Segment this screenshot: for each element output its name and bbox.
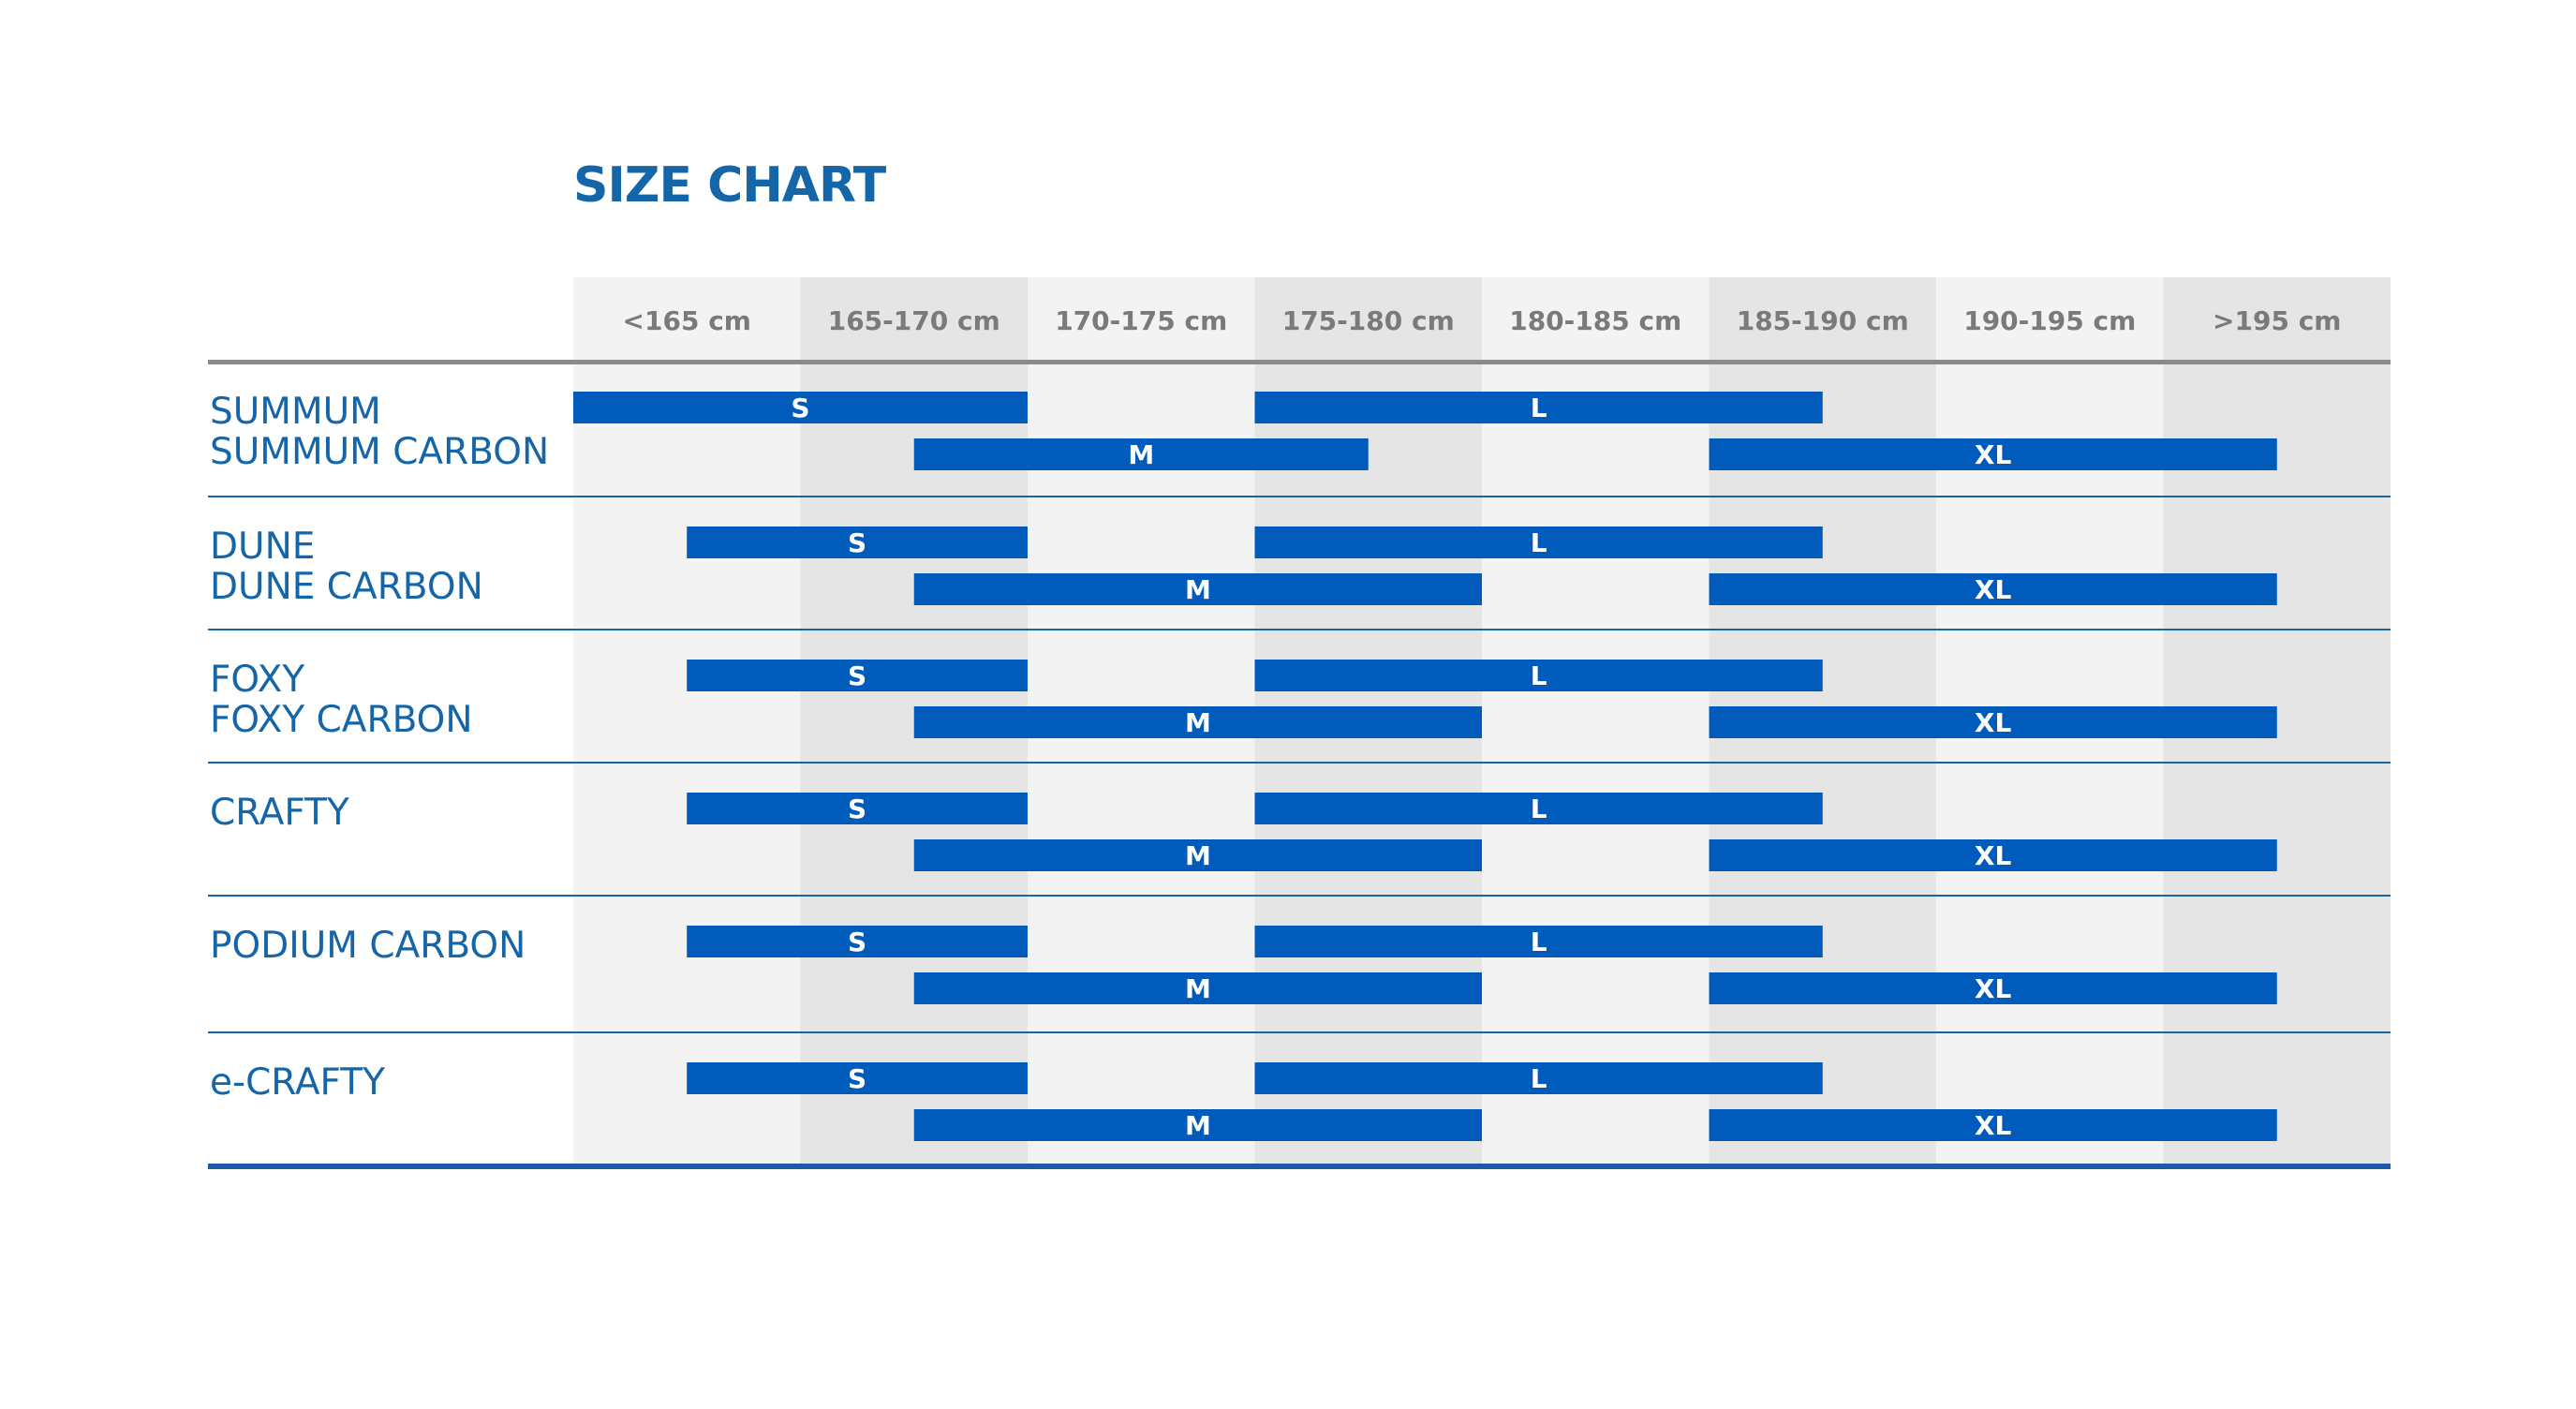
size-bar-label: M	[1185, 973, 1211, 1004]
row-separator	[208, 1031, 2391, 1033]
model-name: e-CRAFTY	[210, 1061, 385, 1104]
model-name: DUNE CARBON	[210, 566, 483, 608]
header-rule	[208, 360, 2391, 364]
column-band	[573, 277, 801, 1166]
column-header: 185-190 cm	[1737, 305, 1909, 336]
column-header: 170-175 cm	[1055, 305, 1227, 336]
column-header: 180-185 cm	[1509, 305, 1681, 336]
size-bar-label: XL	[1975, 1110, 2012, 1141]
size-bar-label: M	[1185, 574, 1211, 605]
size-bar	[1254, 926, 1823, 957]
size-bar-label: XL	[1975, 574, 2012, 605]
chart-title: SIZE CHART	[573, 157, 886, 214]
size-bar	[687, 660, 1028, 691]
size-bar-label: S	[791, 393, 809, 423]
size-bar-label: S	[848, 660, 866, 691]
size-bar	[913, 438, 1369, 470]
size-bar-label: L	[1531, 393, 1547, 423]
model-name: CRAFTY	[210, 792, 349, 834]
size-bar	[1254, 527, 1823, 558]
column-header: 175-180 cm	[1282, 305, 1455, 336]
size-bar	[1709, 839, 2277, 871]
size-bar-label: XL	[1975, 840, 2012, 871]
size-bar-label: L	[1531, 927, 1547, 957]
size-bar	[1254, 1062, 1823, 1094]
size-bar	[913, 573, 1482, 605]
model-name: FOXY CARBON	[210, 699, 473, 741]
row-separator	[208, 895, 2391, 897]
model-name: DUNE	[210, 526, 315, 568]
model-name: PODIUM CARBON	[210, 925, 526, 967]
size-bar	[913, 839, 1482, 871]
size-bar	[1254, 392, 1823, 423]
row-separator	[208, 496, 2391, 497]
size-bar-label: L	[1531, 1063, 1547, 1094]
size-bar	[687, 1062, 1028, 1094]
size-bar-label: L	[1531, 793, 1547, 824]
size-bar-label: M	[1185, 707, 1211, 738]
size-bar	[687, 926, 1028, 957]
size-bar	[1709, 972, 2277, 1004]
size-bar-label: XL	[1975, 439, 2012, 470]
column-header: <165 cm	[623, 305, 751, 336]
size-bar-label: L	[1531, 527, 1547, 558]
bottom-rule	[208, 1164, 2391, 1169]
size-bar	[913, 706, 1482, 738]
size-bar-label: M	[1185, 840, 1211, 871]
size-bar	[1254, 793, 1823, 824]
size-bar	[913, 972, 1482, 1004]
column-header: 190-195 cm	[1963, 305, 2136, 336]
size-bar	[687, 527, 1028, 558]
column-header: >195 cm	[2213, 305, 2341, 336]
size-bar-label: M	[1128, 439, 1154, 470]
size-bar	[913, 1109, 1482, 1141]
size-bar-label: L	[1531, 660, 1547, 691]
size-bar-label: XL	[1975, 973, 2012, 1004]
model-name: FOXY	[210, 659, 304, 701]
size-bar	[1709, 706, 2277, 738]
size-bar	[1709, 438, 2277, 470]
size-bar-label: S	[848, 527, 866, 558]
size-bar	[687, 793, 1028, 824]
size-bar-label: S	[848, 927, 866, 957]
size-bar	[1709, 573, 2277, 605]
size-bar	[1254, 660, 1823, 691]
row-separator	[208, 629, 2391, 630]
column-header: 165-170 cm	[828, 305, 1000, 336]
model-name: SUMMUM	[210, 391, 381, 433]
column-band	[1482, 277, 1710, 1166]
size-bar	[1709, 1109, 2277, 1141]
model-name: SUMMUM CARBON	[210, 431, 549, 473]
row-separator	[208, 762, 2391, 764]
size-bar-label: S	[848, 793, 866, 824]
size-bar-label: XL	[1975, 707, 2012, 738]
size-bar-label: M	[1185, 1110, 1211, 1141]
size-bar-label: S	[848, 1063, 866, 1094]
size-bar	[573, 392, 1028, 423]
